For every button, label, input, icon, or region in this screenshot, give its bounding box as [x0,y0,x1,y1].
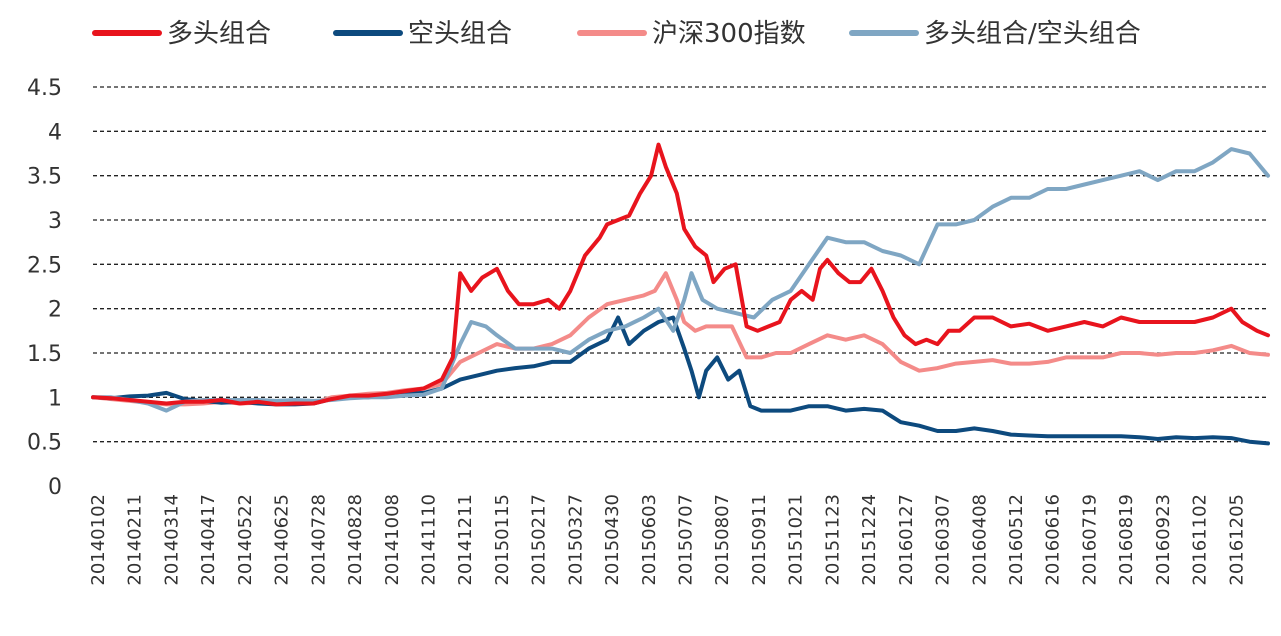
x-tick-label: 20150327 [565,494,586,586]
x-tick-label: 20150115 [492,494,513,586]
x-tick-label: 20140417 [198,494,219,586]
x-tick-label: 20160719 [1079,494,1100,586]
y-tick-label: 3 [48,209,62,234]
x-tick-label: 20151224 [859,494,880,586]
x-tick-label: 20160512 [1006,494,1027,586]
x-tick-label: 20141008 [382,494,403,586]
y-tick-label: 1 [48,386,62,411]
x-tick-label: 20150807 [712,494,733,586]
series-line-4 [91,147,1270,413]
series-layer [91,142,1270,446]
x-tick-label: 20150707 [676,494,697,586]
y-tick-label: 0.5 [27,431,62,456]
x-tick-label: 20160307 [933,494,954,586]
x-tick-label: 20160923 [1153,494,1174,586]
x-tick-label: 20140314 [161,494,182,586]
legend-label: 空头组合 [408,19,512,49]
x-tick-label: 20160127 [896,494,917,586]
x-tick-label: 20140211 [125,494,146,586]
legend-label: 沪深300指数 [652,19,806,49]
x-tick-label: 20150911 [749,494,770,586]
y-tick-label: 2 [48,298,62,323]
x-tick-label: 20150217 [529,494,550,586]
x-tick-label: 20151021 [786,494,807,586]
series-line-1 [91,142,1270,407]
x-tick-label: 20140102 [88,494,109,586]
x-tick-label: 20150430 [602,494,623,586]
legend-label: 多头组合 [167,19,271,49]
grid [93,86,1268,443]
legend-label: 多头组合/空头组合 [924,19,1141,49]
x-tick-label: 20140728 [308,494,329,586]
y-tick-label: 4 [48,120,62,145]
y-tick-label: 1.5 [27,342,62,367]
series-line-2 [91,315,1270,446]
x-tick-label: 20141211 [455,494,476,586]
x-tick-label: 20141110 [418,494,439,586]
y-axis: 4.5 4 3.5 3 2.5 2 1.5 1 0.5 0 [27,76,62,500]
x-tick-label: 20160616 [1043,494,1064,586]
x-tick-label: 20140625 [272,494,293,586]
legend: 多头组合 空头组合 沪深300指数 多头组合/空头组合 [92,19,1141,49]
y-tick-label: 3.5 [27,165,62,190]
y-tick-label: 4.5 [27,76,62,101]
x-tick-label: 20161205 [1226,494,1247,586]
y-tick-label: 0 [48,475,62,500]
x-tick-label: 20160408 [969,494,990,586]
x-tick-label: 20151123 [822,494,843,586]
x-tick-label: 20150603 [639,494,660,586]
y-tick-label: 2.5 [27,253,62,278]
x-tick-label: 20161102 [1190,494,1211,586]
x-tick-label: 20160819 [1116,494,1137,586]
x-axis: 20140102 20140211 20140314 20140417 20140522… [88,494,1247,586]
x-tick-label: 20140522 [235,494,256,586]
x-tick-label: 20140828 [345,494,366,586]
